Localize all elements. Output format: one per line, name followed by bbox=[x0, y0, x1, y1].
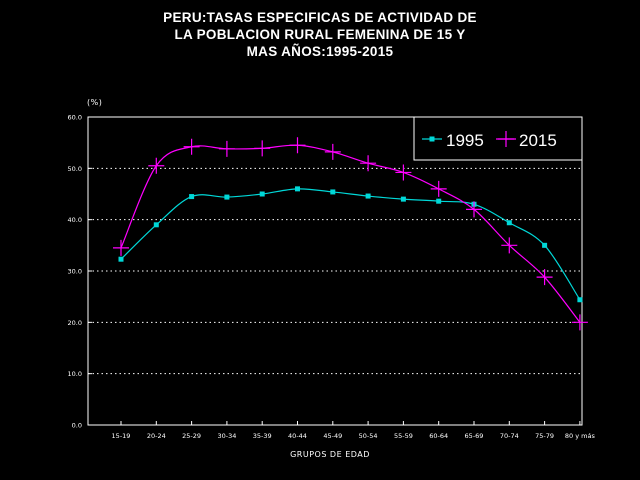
point-2015-10 bbox=[466, 201, 482, 218]
series-line-1995 bbox=[120, 188, 581, 301]
y-tick-label-4: 40.0 bbox=[68, 216, 82, 224]
point-1995-9 bbox=[436, 198, 442, 204]
x-tick-label-6: 45-49 bbox=[323, 432, 342, 440]
y-tick-labels: 0.0 10.0 20.0 30.0 40.0 50.0 60.0 bbox=[68, 114, 82, 430]
point-2015-0 bbox=[113, 239, 129, 256]
y-tick-label-6: 60.0 bbox=[68, 114, 82, 122]
legend: 1995 2015 bbox=[413, 116, 583, 161]
point-1995-8 bbox=[400, 196, 406, 202]
chart-title-line-2: LA POBLACION RURAL FEMENINA DE 15 Y bbox=[174, 27, 465, 42]
point-1995-6 bbox=[330, 189, 336, 195]
y-axis-label: (%) bbox=[87, 98, 102, 107]
point-1995-7 bbox=[365, 193, 371, 199]
x-tick-label-4: 35-39 bbox=[253, 432, 272, 440]
point-1995-3 bbox=[224, 194, 230, 200]
y-tick-label-2: 20.0 bbox=[68, 319, 82, 327]
x-tick-label-2: 25-29 bbox=[182, 432, 201, 440]
point-1995-13 bbox=[577, 297, 583, 303]
x-tick-labels: 15-19 20-24 25-29 30-34 35-39 40-44 45-49 50-54… bbox=[112, 432, 596, 440]
point-2015-4 bbox=[254, 140, 271, 157]
grid-lines bbox=[88, 116, 582, 426]
point-1995-5 bbox=[295, 186, 300, 192]
series-line-2015 bbox=[120, 144, 581, 323]
x-tick-label-1: 20-24 bbox=[147, 432, 166, 440]
x-tick-label-10: 65-69 bbox=[465, 432, 484, 440]
point-2015-9 bbox=[430, 180, 447, 197]
point-1995-12 bbox=[542, 242, 548, 248]
series-lines bbox=[113, 137, 588, 331]
x-tick-label-5: 40-44 bbox=[288, 432, 307, 440]
x-tick-label-8: 55-59 bbox=[394, 432, 413, 440]
point-2015-8 bbox=[395, 164, 412, 181]
point-2015-13 bbox=[571, 314, 588, 331]
point-2015-5 bbox=[289, 137, 306, 154]
x-tick-label-0: 15-19 bbox=[112, 432, 131, 440]
x-axis-label: GRUPOS DE EDAD bbox=[290, 450, 370, 459]
point-2015-2 bbox=[183, 138, 200, 155]
point-2015-3 bbox=[218, 140, 235, 157]
x-tick-label-7: 50-54 bbox=[359, 432, 378, 440]
x-tick-label-9: 60-64 bbox=[429, 432, 448, 440]
x-tick-label-12: 75-79 bbox=[535, 432, 554, 440]
point-1995-0 bbox=[118, 256, 124, 262]
y-tick-label-0: 0.0 bbox=[72, 422, 82, 430]
point-1995-11 bbox=[506, 220, 512, 226]
point-2015-1 bbox=[148, 157, 165, 174]
chart-title-line-3: MAS AÑOS:1995-2015 bbox=[247, 44, 394, 59]
point-1995-2 bbox=[189, 194, 195, 200]
point-2015-12 bbox=[536, 269, 553, 286]
legend-marker-1995 bbox=[429, 136, 435, 142]
point-1995-1 bbox=[153, 222, 159, 228]
point-2015-7 bbox=[360, 155, 377, 172]
y-tick-label-5: 50.0 bbox=[68, 165, 82, 173]
x-tick-label-3: 30-34 bbox=[217, 432, 236, 440]
legend-label-2015: 2015 bbox=[519, 131, 557, 150]
y-tick-label-1: 10.0 bbox=[68, 370, 82, 378]
chart-title-line-1: PERU:TASAS ESPECIFICAS DE ACTIVIDAD DE bbox=[163, 10, 477, 25]
x-tick-label-13: 80 y más bbox=[565, 432, 596, 440]
point-2015-6 bbox=[324, 143, 341, 160]
legend-label-1995: 1995 bbox=[446, 131, 484, 150]
y-tick-label-3: 30.0 bbox=[68, 268, 82, 276]
point-2015-11 bbox=[501, 237, 518, 254]
x-tick-label-11: 70-74 bbox=[500, 432, 519, 440]
point-1995-4 bbox=[259, 191, 265, 197]
legend-marker-2015 bbox=[498, 131, 514, 147]
